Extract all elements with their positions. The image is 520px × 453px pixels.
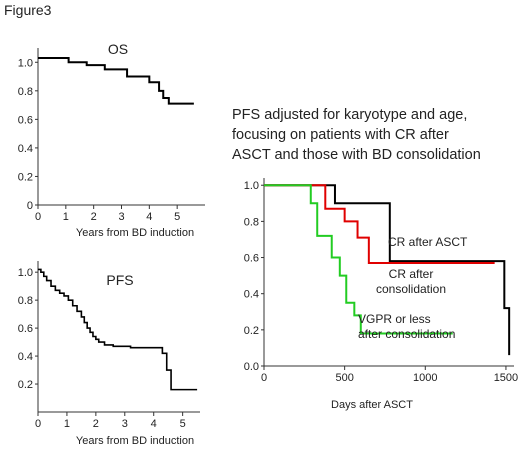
x-axis-label: Years from BD induction	[76, 227, 194, 239]
x-axis-label: Days after ASCT	[331, 399, 413, 411]
series-label: CR after ASCT	[388, 235, 468, 249]
y-tick-label: 1.0	[18, 57, 33, 69]
y-tick-label: 0.8	[244, 216, 259, 228]
y-tick-label: 0.6	[244, 253, 259, 265]
x-tick-label: 4	[146, 211, 152, 223]
x-tick-label: 0	[35, 211, 41, 223]
x-tick-label: 0	[35, 418, 41, 430]
chart-title-line: PFS adjusted for karyotype and age,	[232, 107, 467, 123]
chart-title-line: focusing on patients with CR after	[232, 127, 449, 143]
os-chart: 0 1 2 3 4 5 0 0.2 0.4 0.6 0.8 1.0 Years from BD indu…	[18, 41, 205, 239]
y-tick-label: 0.6	[18, 114, 33, 126]
x-tick-label: 3	[118, 211, 124, 223]
series-label: consolidation	[376, 282, 446, 296]
y-tick-label: 0.4	[18, 351, 33, 363]
y-tick-label: 0.4	[18, 143, 33, 155]
series-label: CR after	[389, 267, 434, 281]
x-tick-label: 3	[122, 418, 128, 430]
y-tick-label: 0.2	[244, 325, 259, 337]
x-tick-label: 0	[261, 372, 267, 384]
series-label: after consolidation	[358, 327, 455, 341]
x-tick-label: 1	[63, 211, 69, 223]
y-tick-label: 1.0	[244, 180, 259, 192]
figure-label: Figure3	[4, 2, 52, 18]
y-tick-label: 0.0	[244, 361, 259, 373]
x-tick-label: 2	[91, 211, 97, 223]
series-line-0	[38, 268, 198, 391]
y-tick-label: 0.2	[18, 379, 33, 391]
x-tick-label: 4	[151, 418, 157, 430]
x-tick-label: 1500	[494, 372, 518, 384]
x-tick-label: 500	[335, 372, 353, 384]
series-label: VGPR or less	[358, 312, 431, 326]
x-tick-label: 1	[64, 418, 70, 430]
chart-title-line: ASCT and those with BD consolidation	[232, 147, 481, 163]
y-tick-label: 0.4	[244, 289, 259, 301]
x-axis-label: Years from BD induction	[76, 435, 194, 447]
pfs-chart: 0 1 2 3 4 5 0.2 0.4 0.6 0.8 1.0 Years from BD induc…	[18, 261, 200, 447]
x-tick-label: 2	[93, 418, 99, 430]
series-line-0	[264, 184, 511, 356]
x-tick-label: 5	[180, 418, 186, 430]
y-tick-label: 1.0	[18, 267, 33, 279]
y-tick-label: 0	[27, 200, 33, 212]
series-line-0	[38, 56, 194, 105]
series-line-2	[264, 184, 453, 335]
series-line-1	[264, 184, 495, 264]
y-tick-label: 0.2	[18, 171, 33, 183]
chart-title: OS	[108, 41, 128, 57]
chart-title: PFS	[106, 272, 133, 288]
y-tick-label: 0.8	[18, 295, 33, 307]
adjusted-pfs-chart: 0 500 1000 1500 0.0 0.2 0.4 0.6 0.8 1.0 Days after…	[232, 107, 518, 411]
x-tick-label: 1000	[413, 372, 437, 384]
y-tick-label: 0.6	[18, 323, 33, 335]
y-tick-label: 0.8	[18, 86, 33, 98]
x-tick-label: 5	[174, 211, 180, 223]
